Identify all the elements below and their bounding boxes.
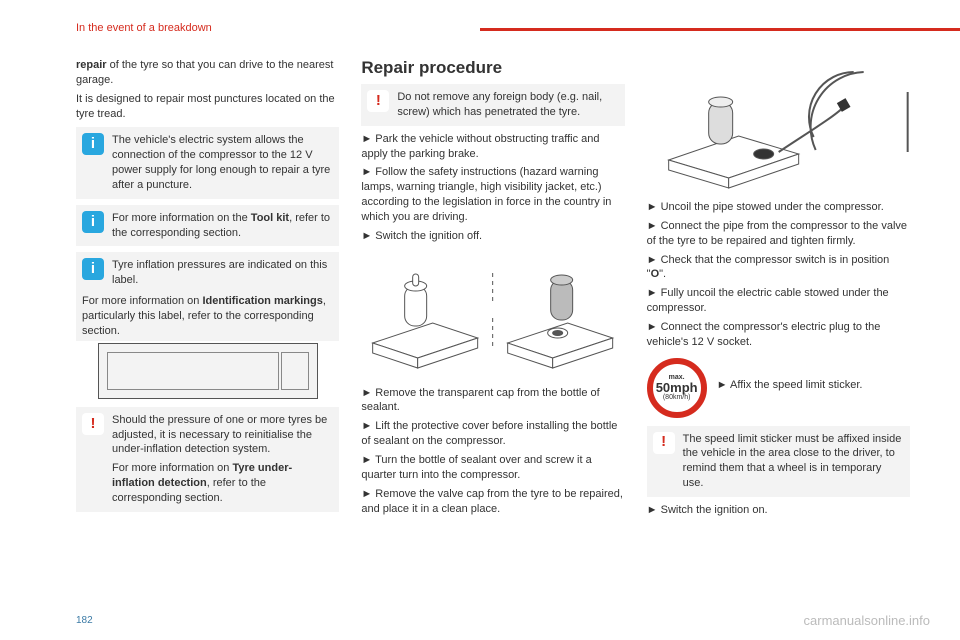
pressure-label-text: Tyre inflation pressures are indicated o… bbox=[112, 259, 327, 286]
compressor-tyre-diagram bbox=[647, 62, 910, 192]
step-safety: Follow the safety instructions (hazard w… bbox=[361, 165, 624, 224]
underinflation-more: For more information on Tyre under-infla… bbox=[112, 461, 333, 506]
column-3: Uncoil the pipe stowed under the compres… bbox=[647, 58, 910, 522]
ui-a: For more information on bbox=[112, 462, 232, 474]
id-b: Identification markings bbox=[202, 295, 322, 307]
callout-pressure-label: i Tyre inflation pressures are indicated… bbox=[76, 252, 339, 294]
callout-electric-text: The vehicle's electric system allows the… bbox=[112, 134, 330, 191]
page-header: In the event of a breakdown bbox=[76, 22, 212, 34]
callout-toolkit: i For more information on the Tool kit, … bbox=[76, 205, 339, 247]
column-1: repair of the tyre so that you can drive… bbox=[76, 58, 339, 522]
info-icon: i bbox=[82, 133, 104, 155]
info-icon: i bbox=[82, 211, 104, 233]
intro-2: It is designed to repair most punctures … bbox=[76, 92, 339, 122]
toolkit-a: For more information on the bbox=[112, 212, 251, 224]
so-a: Check that the compressor switch is in p… bbox=[647, 254, 890, 281]
watermark: carmanualsonline.info bbox=[804, 613, 930, 628]
sealant-bottle-diagram bbox=[361, 248, 624, 378]
compressor-svg-2 bbox=[647, 62, 910, 192]
warn-icon: ! bbox=[82, 413, 104, 435]
step-park: Park the vehicle without obstructing tra… bbox=[361, 132, 624, 162]
underinflation-text: Should the pressure of one or more tyres… bbox=[112, 414, 327, 456]
id-markings: For more information on Identification m… bbox=[76, 294, 339, 341]
repair-title: Repair procedure bbox=[361, 58, 624, 78]
sticker-speed: 50mph bbox=[656, 381, 698, 394]
step-remove-cap: Remove the transparent cap from the bott… bbox=[361, 386, 624, 416]
foreign-body-text: Do not remove any foreign body (e.g. nai… bbox=[397, 91, 602, 118]
step-screw-bottle: Turn the bottle of sealant over and scre… bbox=[361, 453, 624, 483]
header-accent-bar bbox=[480, 28, 960, 31]
tire-pressure-label-diagram bbox=[98, 343, 318, 399]
sticker-row: max. 50mph (80km/h) Affix the speed limi… bbox=[647, 358, 910, 418]
warn-icon: ! bbox=[367, 90, 389, 112]
id-a: For more information on bbox=[82, 295, 202, 307]
callout-sticker-warn: ! The speed limit sticker must be affixe… bbox=[647, 426, 910, 497]
step-switch-o: Check that the compressor switch is in p… bbox=[647, 253, 910, 283]
step-uncoil-cable: Fully uncoil the electric cable stowed u… bbox=[647, 286, 910, 316]
step-lift-cover: Lift the protective cover before install… bbox=[361, 419, 624, 449]
step-connect-pipe: Connect the pipe from the compressor to … bbox=[647, 219, 910, 249]
intro-1: repair of the tyre so that you can drive… bbox=[76, 58, 339, 88]
step-affix-sticker: Affix the speed limit sticker. bbox=[717, 378, 910, 393]
info-icon: i bbox=[82, 258, 104, 280]
content-columns: repair of the tyre so that you can drive… bbox=[76, 58, 910, 522]
compressor-svg-1 bbox=[361, 248, 624, 378]
so-b: O bbox=[651, 268, 660, 280]
intro-rest: of the tyre so that you can drive to the… bbox=[76, 59, 333, 86]
callout-underinflation: ! Should the pressure of one or more tyr… bbox=[76, 407, 339, 512]
sticker-kmh: (80km/h) bbox=[663, 394, 691, 401]
callout-electric: i The vehicle's electric system allows t… bbox=[76, 127, 339, 198]
so-c: ". bbox=[659, 268, 666, 280]
callout-foreign-body: ! Do not remove any foreign body (e.g. n… bbox=[361, 84, 624, 126]
speed-limit-sticker: max. 50mph (80km/h) bbox=[647, 358, 707, 418]
step-valve-cap: Remove the valve cap from the tyre to be… bbox=[361, 487, 624, 517]
step-ignition-on: Switch the ignition on. bbox=[647, 503, 910, 518]
step-ignition-off: Switch the ignition off. bbox=[361, 229, 624, 244]
step-uncoil-pipe: Uncoil the pipe stowed under the compres… bbox=[647, 200, 910, 215]
page-number: 182 bbox=[76, 615, 93, 626]
step-connect-plug: Connect the compressor's electric plug t… bbox=[647, 320, 910, 350]
toolkit-b: Tool kit bbox=[251, 212, 289, 224]
intro-bold: repair bbox=[76, 59, 107, 71]
sticker-warn-text: The speed limit sticker must be affixed … bbox=[683, 433, 902, 490]
warn-icon: ! bbox=[653, 432, 675, 454]
column-2: Repair procedure ! Do not remove any for… bbox=[361, 58, 624, 522]
